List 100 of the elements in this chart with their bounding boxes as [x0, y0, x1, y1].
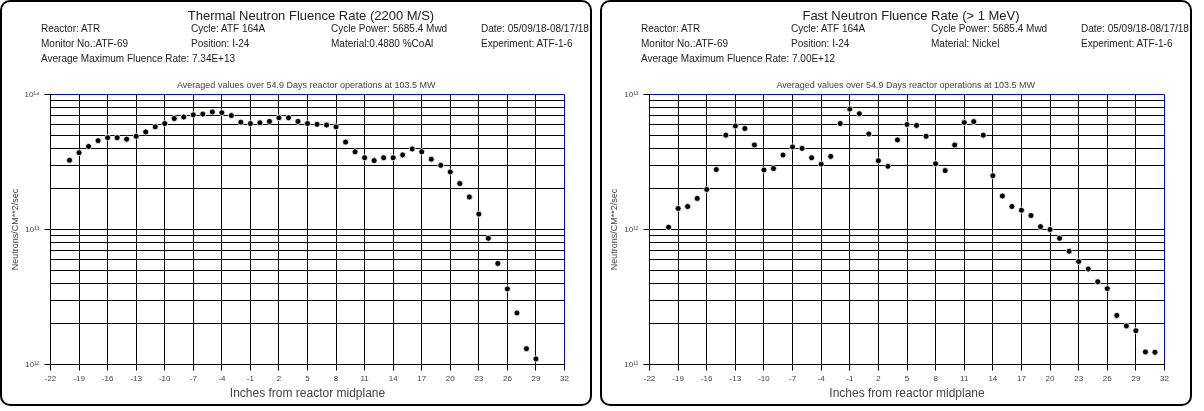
text: Monitor No.:ATF-69	[641, 38, 730, 50]
point	[741, 125, 749, 132]
point	[979, 131, 987, 139]
point	[1103, 285, 1111, 292]
point	[998, 192, 1006, 200]
point	[1113, 312, 1121, 319]
point	[836, 120, 844, 127]
text: Experiment: ATF-1-6	[1081, 38, 1174, 50]
text: Experiment: ATF-1-6	[481, 38, 574, 50]
point	[922, 132, 930, 140]
point	[399, 151, 407, 159]
point	[941, 167, 949, 175]
text: Material: Nickel	[931, 38, 1001, 50]
point	[1075, 258, 1083, 265]
point	[703, 186, 711, 193]
point	[1056, 234, 1063, 242]
text: Monitor No.:ATF-69	[41, 38, 130, 50]
point	[323, 121, 330, 129]
point	[513, 309, 521, 317]
x-tick-label: -1	[846, 373, 854, 383]
text: Position: I-24	[191, 38, 251, 50]
point	[665, 223, 672, 231]
x-tick-label: -7	[189, 373, 198, 383]
point	[846, 105, 854, 113]
text: Cycle: ATF 164A	[191, 23, 267, 35]
point	[1132, 327, 1140, 335]
y-tick-label: 10¹²	[624, 225, 639, 234]
point	[693, 195, 701, 202]
point	[465, 193, 473, 201]
y-tick-label: 10¹³	[624, 90, 639, 99]
point	[170, 115, 178, 122]
x-tick-label: 11	[360, 373, 370, 383]
x-tick-label: 11	[960, 373, 969, 383]
point	[484, 234, 492, 242]
point	[199, 110, 207, 118]
point	[884, 162, 892, 170]
point	[1008, 203, 1016, 210]
point	[712, 166, 720, 173]
point	[865, 130, 873, 138]
point	[817, 160, 825, 168]
point	[132, 132, 140, 140]
y-axis-title: Neutrons/CM**2/sec	[609, 188, 620, 271]
point	[970, 118, 978, 125]
x-tick-label: 8	[333, 373, 339, 383]
x-tick-label: -16	[700, 373, 714, 383]
point	[789, 143, 796, 151]
x-tick-label: 5	[305, 373, 311, 383]
point	[227, 112, 235, 119]
point	[1065, 247, 1073, 255]
point	[446, 168, 454, 176]
point	[218, 109, 226, 117]
x-tick-label: -19	[73, 373, 86, 383]
point	[751, 141, 758, 149]
point	[798, 144, 806, 152]
point	[1094, 278, 1102, 286]
point	[418, 148, 426, 156]
y-tick-label: 10¹¹	[624, 360, 639, 369]
x-tick-label: 17	[417, 373, 427, 383]
x-tick-label: -7	[789, 373, 797, 383]
x-tick-label: -16	[101, 373, 114, 383]
text: Date: 05/09/18-08/17/18	[481, 23, 590, 35]
point	[246, 120, 254, 127]
text: Cycle Power: 5685.4 Mwd	[331, 23, 449, 35]
point	[1046, 226, 1054, 233]
point	[731, 122, 739, 130]
y-axis-title: Neutrons/CM**2/sec	[9, 188, 20, 271]
point	[113, 134, 121, 142]
point	[523, 345, 530, 353]
point	[380, 154, 388, 162]
x-tick-label: 26	[502, 373, 513, 383]
point	[494, 260, 502, 267]
point	[684, 203, 692, 210]
x-tick-label: -10	[158, 373, 172, 383]
x-axis-title: Inches from reactor midplane	[829, 385, 986, 400]
x-tick-label: -22	[44, 373, 57, 383]
point	[932, 160, 940, 168]
point	[408, 145, 416, 153]
point	[475, 210, 483, 218]
point	[1084, 265, 1092, 273]
point	[456, 180, 464, 187]
point	[237, 118, 245, 126]
text: Average Maximum Fluence Rate: 7.34E+13	[41, 53, 237, 65]
x-tick-label: 2	[276, 373, 282, 383]
x-tick-label: 5	[904, 373, 910, 383]
point	[808, 154, 816, 162]
text: Material:0.4880 %CoAl	[331, 38, 435, 50]
point	[989, 172, 997, 180]
point	[1027, 212, 1035, 219]
point	[342, 138, 349, 146]
point	[1122, 322, 1130, 330]
x-tick-label: 20	[1045, 373, 1056, 383]
x-tick-label: 32	[560, 373, 570, 383]
point	[304, 120, 311, 127]
x-tick-label: -4	[817, 373, 826, 383]
chart-title: Thermal Neutron Fluence Rate (2200 M/S)	[186, 8, 436, 23]
point	[142, 128, 150, 136]
point	[208, 108, 216, 116]
point	[180, 113, 188, 121]
point	[1037, 223, 1044, 231]
x-axis-title: Inches from reactor midplane	[229, 385, 386, 400]
